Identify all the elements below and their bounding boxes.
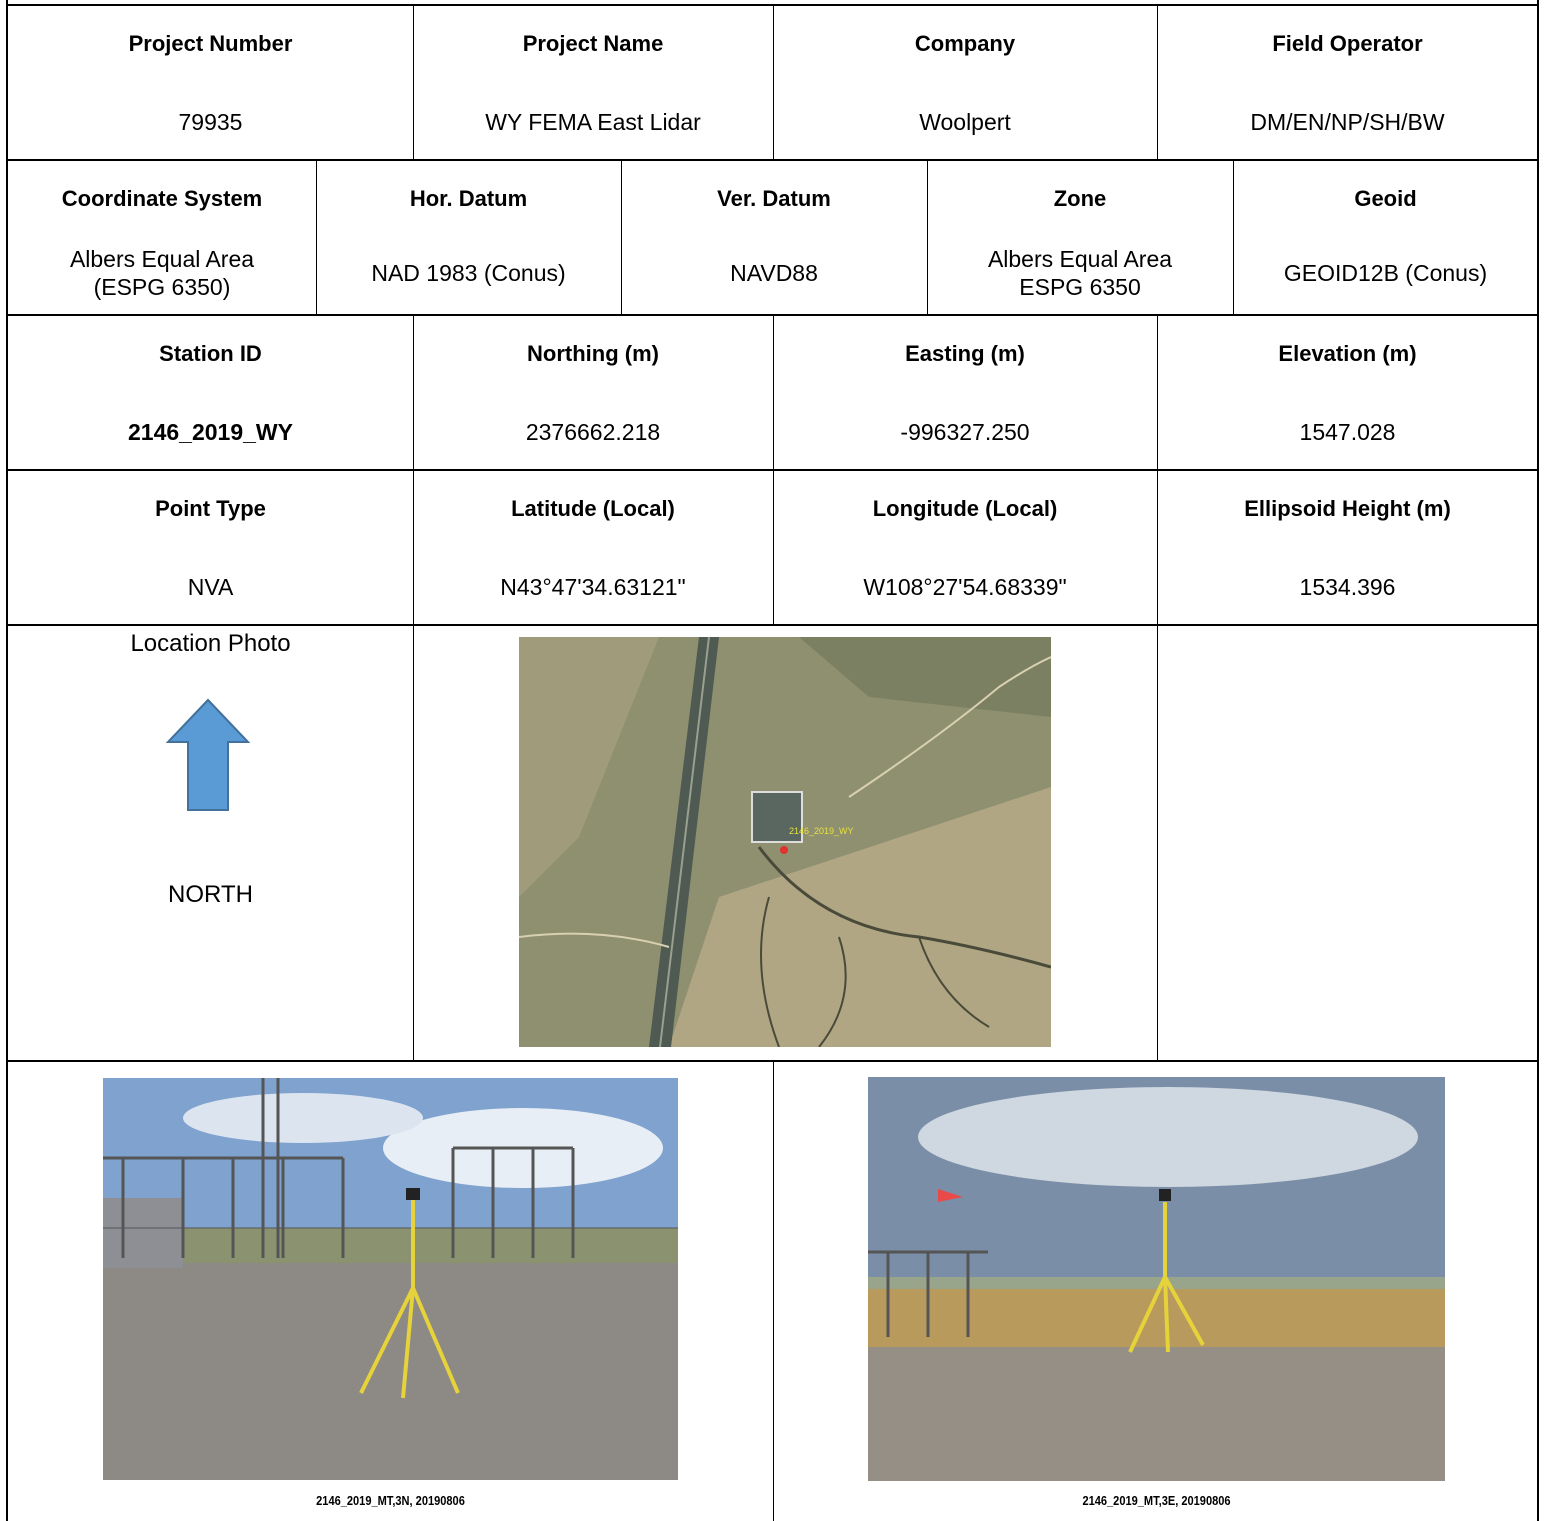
location-label: Location Photo bbox=[130, 630, 291, 657]
rule bbox=[1157, 625, 1158, 1061]
cell-header: Elevation (m) bbox=[1278, 341, 1417, 366]
cell-value: W108°27'54.68339" bbox=[863, 574, 1067, 600]
cell-value: WY FEMA East Lidar bbox=[485, 109, 701, 135]
cell-header: Station ID bbox=[159, 341, 262, 366]
cell-header: Project Name bbox=[522, 31, 664, 56]
rule bbox=[1157, 5, 1158, 160]
cell-value: Woolpert bbox=[919, 109, 1011, 135]
rule bbox=[1537, 0, 1539, 1521]
cell-header: Ver. Datum bbox=[717, 186, 831, 211]
direction-label: NORTH bbox=[168, 881, 253, 908]
cell-header: Company bbox=[914, 31, 1016, 56]
cell-value: NVA bbox=[187, 574, 234, 600]
cell-header: Coordinate System bbox=[61, 186, 263, 211]
photo-caption: 2146_2019_MT,3E, 20190806 bbox=[1082, 1493, 1231, 1508]
cell-header: Geoid bbox=[1354, 186, 1417, 211]
map-label: 2146_2019_WY bbox=[789, 826, 854, 836]
cell-value: N43°47'34.63121" bbox=[500, 574, 686, 600]
rule bbox=[1233, 160, 1234, 315]
rule bbox=[773, 470, 774, 625]
rule bbox=[413, 470, 414, 625]
aerial-map: 2146_2019_WY bbox=[519, 637, 1051, 1047]
rule bbox=[1157, 315, 1158, 470]
rule bbox=[773, 5, 774, 160]
rule bbox=[621, 160, 622, 315]
cell-header: Northing (m) bbox=[527, 341, 659, 366]
rule bbox=[7, 624, 1539, 626]
rule bbox=[773, 315, 774, 470]
rule bbox=[413, 625, 414, 1061]
north-arrow bbox=[165, 698, 251, 811]
cell-header: Longitude (Local) bbox=[872, 496, 1058, 521]
cell-value: Albers Equal Area (ESPG 6350) bbox=[69, 246, 255, 300]
cell-header: Project Number bbox=[128, 31, 293, 56]
cell-header: Field Operator bbox=[1272, 31, 1423, 56]
site-photo bbox=[103, 1078, 678, 1480]
cell-value: NAD 1983 (Conus) bbox=[371, 260, 566, 286]
cell-header: Ellipsoid Height (m) bbox=[1244, 496, 1451, 521]
rule bbox=[7, 159, 1539, 161]
rule bbox=[1157, 470, 1158, 625]
cell-value: GEOID12B (Conus) bbox=[1283, 260, 1488, 286]
rule bbox=[927, 160, 928, 315]
cell-value: 1547.028 bbox=[1299, 419, 1396, 445]
cell-value: 2376662.218 bbox=[525, 419, 661, 445]
photo-caption: 2146_2019_MT,3N, 20190806 bbox=[316, 1493, 465, 1508]
site-photo bbox=[868, 1077, 1445, 1481]
rule bbox=[773, 1061, 774, 1521]
rule bbox=[413, 315, 414, 470]
cell-value: NAVD88 bbox=[730, 260, 818, 286]
cell-header: Zone bbox=[1053, 186, 1107, 211]
cell-header: Hor. Datum bbox=[409, 186, 528, 211]
rule bbox=[413, 5, 414, 160]
cell-header: Point Type bbox=[155, 496, 266, 521]
cell-header: Latitude (Local) bbox=[511, 496, 675, 521]
cell-value: 79935 bbox=[178, 109, 243, 135]
cell-value: 1534.396 bbox=[1299, 574, 1396, 600]
rule bbox=[6, 0, 8, 1521]
cell-header: Easting (m) bbox=[905, 341, 1025, 366]
cell-value: -996327.250 bbox=[900, 419, 1030, 445]
cell-value: DM/EN/NP/SH/BW bbox=[1250, 109, 1445, 135]
rule bbox=[316, 160, 317, 315]
cell-value: Albers Equal Area ESPG 6350 bbox=[987, 246, 1173, 300]
cell-value: 2146_2019_WY bbox=[128, 419, 293, 445]
